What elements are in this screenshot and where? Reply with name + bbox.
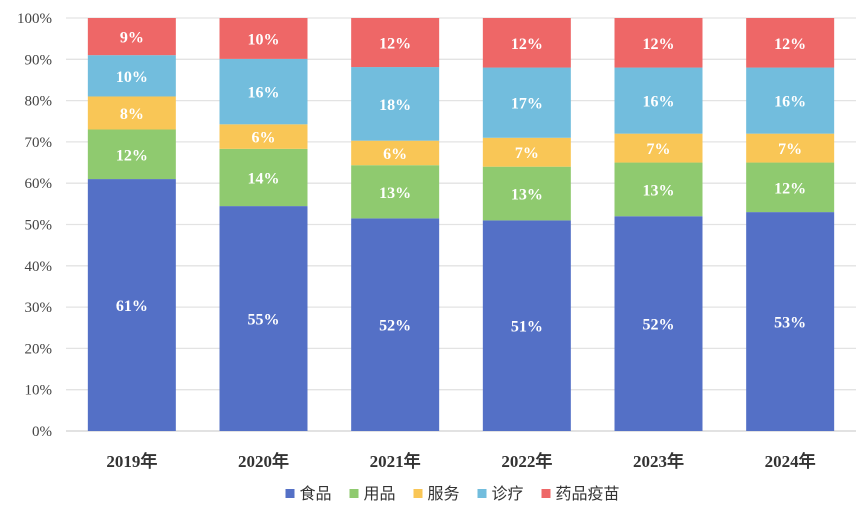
data-label: 6% [252, 130, 276, 147]
bar-segment [219, 206, 308, 431]
x-tick-label: 2024年 [765, 451, 816, 471]
bar-segment [614, 67, 703, 134]
bar-segment [219, 18, 308, 59]
bar-segment [219, 124, 308, 149]
bar-segment [746, 133, 835, 163]
x-axis-ticks: 2019年 2020年 2021年 2022年 2023年 2024年 [106, 451, 815, 471]
legend-swatch [413, 489, 423, 498]
bar-segment [482, 67, 571, 138]
data-label: 61% [116, 298, 148, 315]
data-label: 17% [511, 96, 543, 113]
data-label: 7% [515, 145, 539, 162]
data-label: 10% [116, 69, 148, 86]
data-label: 51% [511, 319, 543, 336]
data-label: 16% [248, 85, 280, 102]
data-label: 53% [774, 315, 806, 332]
bar-segment [87, 55, 176, 97]
legend-swatch [477, 489, 487, 498]
bar-segment [219, 58, 308, 125]
y-tick-label: 30% [25, 300, 53, 316]
legend-label: 服务 [428, 485, 460, 503]
data-label: 9% [120, 30, 144, 47]
bar-segment [351, 218, 440, 431]
bar-segment [614, 216, 703, 431]
legend-label: 诊疗 [492, 485, 524, 503]
data-label: 16% [774, 94, 806, 111]
data-label: 12% [511, 36, 543, 53]
bar-segment [614, 133, 703, 163]
bar-segment [746, 162, 835, 213]
data-label: 12% [116, 147, 148, 164]
x-tick-label: 2019年 [106, 451, 157, 471]
y-tick-label: 40% [25, 259, 53, 275]
y-tick-label: 0% [32, 424, 52, 440]
data-label: 13% [511, 187, 543, 204]
data-label: 12% [774, 36, 806, 53]
data-label: 8% [120, 106, 144, 123]
data-label: 12% [379, 36, 411, 53]
y-tick-label: 90% [25, 52, 53, 68]
bar-segment [87, 18, 176, 56]
bar-segment [746, 212, 835, 431]
y-tick-label: 70% [25, 135, 53, 151]
legend-swatch [349, 489, 359, 498]
bar-segment [351, 18, 440, 68]
y-axis-ticks: 0% 10% 20% 30% 40% 50% 60% 70% 80% 90% 100% [17, 11, 52, 440]
data-label: 12% [774, 180, 806, 197]
bar-segment [482, 18, 571, 68]
bar-segment [614, 18, 703, 68]
bar-segment [614, 162, 703, 217]
data-label: 52% [379, 318, 411, 335]
bar-segment [351, 165, 440, 219]
bar-segment [219, 148, 308, 207]
y-tick-label: 80% [25, 94, 53, 110]
x-tick-label: 2023年 [633, 451, 684, 471]
legend-swatch [285, 489, 295, 498]
bar-segment [746, 67, 835, 134]
bar-segment [482, 220, 571, 431]
legend-label: 食品 [300, 485, 332, 503]
bar-segment [87, 179, 176, 431]
data-label: 16% [643, 94, 675, 111]
legend-label: 药品疫苗 [556, 485, 620, 503]
y-tick-label: 10% [25, 383, 53, 399]
y-tick-label: 60% [25, 176, 53, 192]
data-label: 18% [379, 97, 411, 114]
bar-segment [482, 166, 571, 221]
data-label: 12% [643, 36, 675, 53]
x-tick-label: 2021年 [370, 451, 421, 471]
data-label: 7% [647, 141, 671, 158]
data-label: 10% [248, 31, 280, 48]
y-tick-label: 20% [25, 341, 53, 357]
legend-swatch [541, 489, 551, 498]
gridlines [66, 17, 856, 432]
legend: 食品 用品 服务 诊疗 药品疫苗 [285, 485, 620, 503]
data-label: 55% [248, 312, 280, 329]
y-tick-label: 50% [25, 218, 53, 234]
legend-label: 用品 [364, 486, 396, 503]
bars: 61% 12% 8% 10% 9% 55% 14% 6% 16% 10% 52% 13% 6% 18% 12… [87, 18, 835, 431]
bar-segment [351, 140, 440, 166]
data-label: 6% [383, 146, 407, 163]
bar-segment [87, 96, 176, 130]
data-label: 7% [778, 141, 802, 158]
data-label: 14% [248, 170, 280, 187]
bar-segment [87, 129, 176, 180]
y-tick-label: 100% [17, 11, 52, 27]
data-label: 52% [643, 317, 675, 334]
data-label: 13% [643, 182, 675, 199]
data-label: 13% [379, 185, 411, 202]
bar-segment [351, 67, 440, 141]
bar-segment [746, 18, 835, 68]
bar-segment [482, 137, 571, 167]
x-tick-label: 2020年 [238, 451, 289, 471]
x-tick-label: 2022年 [501, 451, 552, 471]
